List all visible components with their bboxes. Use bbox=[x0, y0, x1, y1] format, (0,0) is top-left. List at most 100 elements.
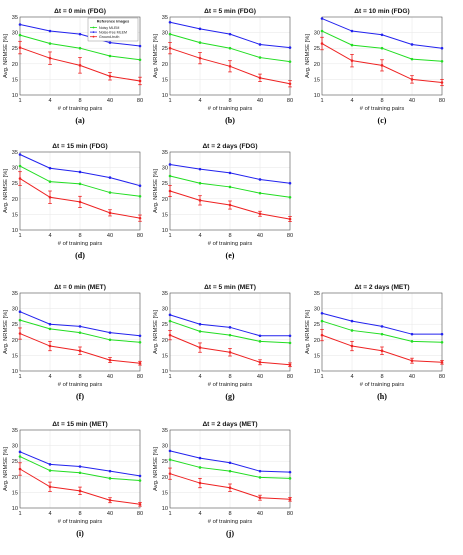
x-axis-label: # of training pairs bbox=[208, 106, 253, 112]
y-tick-label: 30 bbox=[162, 166, 168, 172]
x-axis-label: # of training pairs bbox=[208, 382, 253, 388]
y-tick-label: 20 bbox=[12, 197, 18, 203]
data-point bbox=[350, 319, 354, 323]
data-point bbox=[198, 181, 202, 185]
data-point bbox=[198, 199, 202, 202]
data-point bbox=[108, 477, 112, 480]
chart-panel: Δt = 2 days (FDG) 10 15 20 25 30 35 1 4 8 40 80 # of… bbox=[153, 143, 293, 260]
chart-title: Δt = 5 min (MET) bbox=[204, 284, 256, 291]
data-point bbox=[288, 334, 292, 338]
y-tick-label: 30 bbox=[314, 307, 320, 313]
x-tick-label: 1 bbox=[168, 374, 171, 380]
data-point bbox=[18, 318, 22, 322]
data-point bbox=[228, 203, 232, 207]
data-point bbox=[108, 469, 112, 473]
data-point bbox=[78, 465, 82, 468]
data-point bbox=[198, 330, 202, 333]
data-point bbox=[108, 74, 112, 78]
data-point bbox=[198, 456, 202, 460]
data-point bbox=[78, 182, 82, 186]
data-point bbox=[138, 184, 142, 187]
data-point bbox=[108, 176, 112, 179]
y-tick-label: 35 bbox=[12, 15, 18, 21]
y-tick-label: 15 bbox=[12, 353, 18, 359]
data-point bbox=[228, 64, 232, 68]
legend-box bbox=[87, 17, 139, 42]
plot-frame bbox=[19, 151, 141, 231]
data-point bbox=[288, 195, 292, 199]
x-tick-label: 8 bbox=[78, 511, 81, 517]
data-point bbox=[410, 57, 414, 61]
data-point bbox=[228, 469, 232, 473]
data-point bbox=[198, 481, 202, 485]
data-point bbox=[258, 334, 262, 338]
y-tick-label: 25 bbox=[12, 181, 18, 187]
data-point bbox=[168, 449, 172, 453]
data-point bbox=[78, 46, 82, 50]
data-point bbox=[258, 43, 262, 46]
chart-panel: Δt = 15 min (MET) 10 15 20 25 30 35 1 4 8 40 80 # of… bbox=[3, 421, 143, 538]
data-point bbox=[168, 32, 172, 36]
data-point bbox=[320, 17, 324, 20]
x-tick-label: 4 bbox=[350, 374, 353, 380]
y-tick-label: 30 bbox=[162, 444, 168, 450]
data-point bbox=[48, 195, 52, 199]
panel-label: (e) bbox=[226, 251, 235, 260]
x-tick-label: 40 bbox=[257, 511, 263, 517]
data-point bbox=[48, 42, 52, 45]
data-point bbox=[48, 463, 52, 466]
data-point bbox=[350, 59, 354, 62]
data-point bbox=[138, 502, 142, 506]
y-tick-label: 20 bbox=[12, 338, 18, 344]
y-tick-label: 20 bbox=[314, 338, 320, 344]
data-point bbox=[198, 56, 202, 60]
x-axis-label: # of training pairs bbox=[208, 519, 253, 525]
data-point bbox=[228, 461, 232, 465]
y-tick-label: 15 bbox=[12, 77, 18, 83]
x-tick-label: 80 bbox=[439, 374, 445, 380]
data-point bbox=[258, 56, 262, 59]
data-point bbox=[168, 458, 172, 461]
panel-label: (d) bbox=[75, 251, 85, 260]
data-point bbox=[138, 479, 142, 482]
data-point bbox=[380, 349, 384, 353]
x-tick-label: 4 bbox=[198, 98, 201, 104]
y-axis-label: Avg. NRMSE [%] bbox=[3, 310, 9, 354]
y-tick-label: 20 bbox=[12, 475, 18, 481]
data-point bbox=[228, 486, 232, 490]
y-tick-label: 10 bbox=[314, 369, 320, 375]
data-point bbox=[138, 44, 142, 48]
y-axis-label: Avg. NRMSE [%] bbox=[153, 310, 159, 354]
data-point bbox=[288, 497, 292, 501]
x-tick-label: 4 bbox=[198, 374, 201, 380]
y-tick-label: 35 bbox=[162, 15, 168, 21]
data-point bbox=[258, 76, 262, 80]
data-point bbox=[320, 42, 324, 45]
data-point bbox=[168, 189, 172, 193]
data-point bbox=[198, 346, 202, 349]
y-axis-label: Avg. NRMSE [%] bbox=[153, 169, 159, 213]
data-point bbox=[138, 58, 142, 62]
y-tick-label: 35 bbox=[12, 428, 18, 434]
data-point bbox=[78, 170, 82, 174]
y-axis-label: Avg. NRMSE [%] bbox=[153, 447, 159, 491]
x-tick-label: 80 bbox=[137, 511, 143, 517]
x-tick-label: 80 bbox=[287, 233, 293, 239]
data-point bbox=[48, 327, 52, 331]
data-point bbox=[228, 326, 232, 329]
x-tick-label: 4 bbox=[48, 374, 51, 380]
data-point bbox=[228, 46, 232, 50]
data-point bbox=[138, 334, 142, 338]
x-tick-label: 80 bbox=[287, 511, 293, 517]
data-point bbox=[138, 361, 142, 365]
panel-label: (g) bbox=[225, 392, 235, 401]
y-axis-label: Avg. NRMSE [%] bbox=[153, 34, 159, 78]
data-point bbox=[440, 340, 444, 344]
y-tick-label: 15 bbox=[12, 490, 18, 496]
x-tick-label: 8 bbox=[228, 98, 231, 104]
chart-panel: Δt = 15 min (FDG) 10 15 20 25 30 35 1 4 8 40 80 # of… bbox=[3, 143, 143, 260]
data-point bbox=[258, 476, 262, 479]
y-tick-label: 15 bbox=[162, 353, 168, 359]
